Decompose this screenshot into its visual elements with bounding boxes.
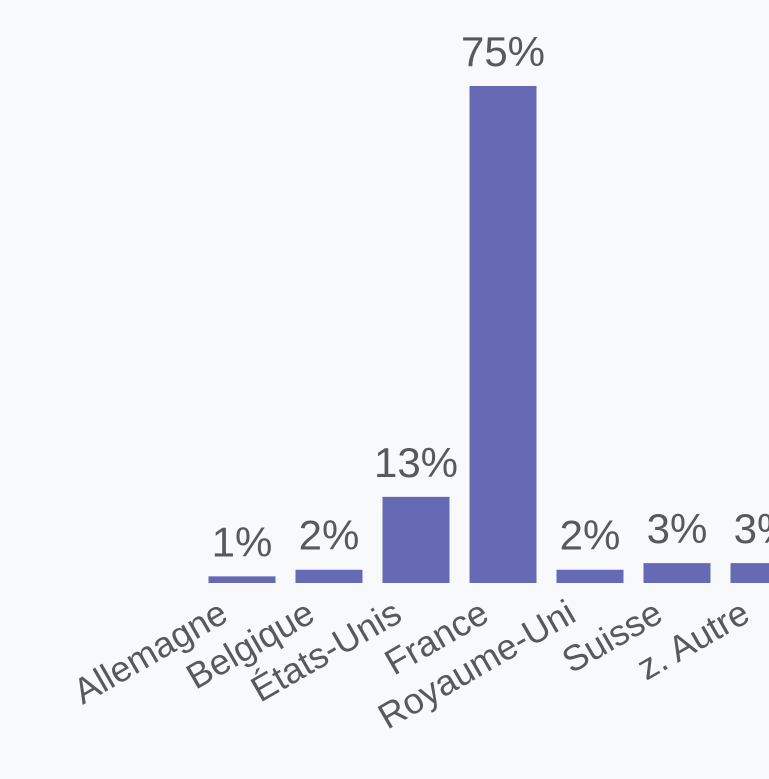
value-label-etats-unis: 13% — [374, 439, 458, 486]
value-label-royaume-uni: 2% — [560, 512, 621, 559]
value-label-france: 75% — [461, 28, 545, 75]
bar-z-autre — [730, 563, 769, 583]
bar-allemagne — [208, 576, 276, 583]
bars-group — [208, 86, 769, 583]
bar-france — [469, 86, 537, 583]
value-label-suisse: 3% — [647, 505, 708, 552]
value-labels-group: 1% 2% 13% 75% 2% 3% 3% — [212, 28, 769, 565]
bar-etats-unis — [382, 496, 450, 583]
bar-belgique — [295, 569, 363, 583]
value-label-allemagne: 1% — [212, 518, 273, 565]
bar-royaume-uni — [556, 569, 624, 583]
value-label-z-autre: 3% — [734, 505, 769, 552]
value-label-belgique: 2% — [299, 512, 360, 559]
bar-suisse — [643, 563, 711, 583]
category-labels-group: AllemagneBelgiqueÉtats-UnisFranceRoyaume… — [66, 591, 756, 737]
